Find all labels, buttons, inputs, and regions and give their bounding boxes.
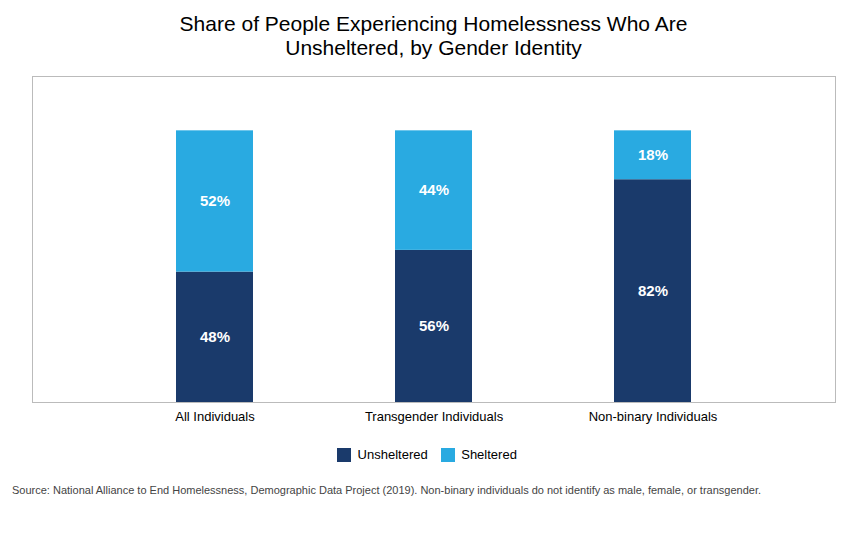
html-text:Source: National Alliance to E: Source: National Alliance to End Homeles… — [12, 483, 761, 496]
svg-text:56%: 56% — [419, 317, 449, 334]
svg-text:52%: 52% — [200, 192, 230, 209]
svg-text:82%: 82% — [638, 282, 668, 299]
svg-text:All Individuals: All Individuals — [175, 409, 255, 424]
svg-text:48%: 48% — [200, 328, 230, 345]
html-text:Sheltered: Sheltered — [461, 447, 517, 462]
svg-text:44%: 44% — [419, 181, 449, 198]
html-text:Share of People Experiencing H: Share of People Experiencing Homelessnes… — [179, 12, 688, 59]
svg-text:Non-binary Individuals: Non-binary Individuals — [589, 409, 718, 424]
svg-text:Transgender Individuals: Transgender Individuals — [365, 409, 504, 424]
html-text:Unsheltered: Unsheltered — [357, 447, 428, 462]
svg-text:18%: 18% — [638, 146, 668, 163]
